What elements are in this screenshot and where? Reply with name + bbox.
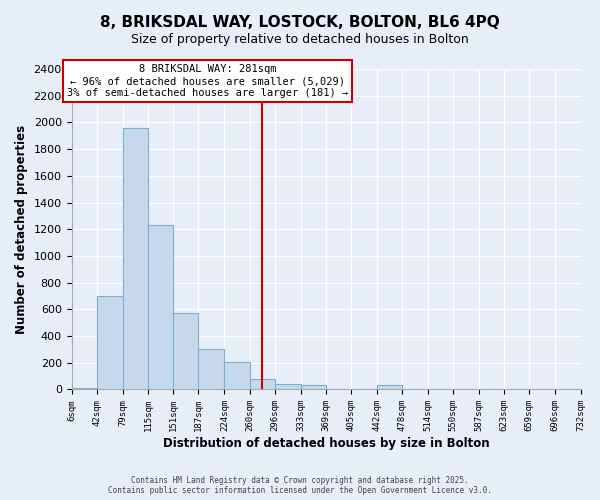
Bar [97, 296, 123, 390]
Bar [453, 389, 479, 390]
Bar [224, 362, 250, 390]
Bar [377, 386, 403, 390]
Bar [148, 224, 173, 390]
Bar [199, 348, 224, 390]
Text: Contains HM Land Registry data © Crown copyright and database right 2025.
Contai: Contains HM Land Registry data © Crown c… [108, 476, 492, 495]
X-axis label: Distribution of detached houses by size in Bolton: Distribution of detached houses by size … [163, 437, 490, 450]
Text: 8, BRIKSDAL WAY, LOSTOCK, BOLTON, BL6 4PQ: 8, BRIKSDAL WAY, LOSTOCK, BOLTON, BL6 4P… [100, 15, 500, 30]
Bar [301, 386, 326, 390]
Bar [403, 389, 428, 390]
Bar [71, 388, 97, 390]
Bar [326, 389, 351, 390]
Bar [275, 384, 301, 390]
Bar [250, 380, 275, 390]
Bar [555, 389, 581, 390]
Text: 8 BRIKSDAL WAY: 281sqm
← 96% of detached houses are smaller (5,029)
3% of semi-d: 8 BRIKSDAL WAY: 281sqm ← 96% of detached… [67, 64, 348, 98]
Bar [123, 128, 148, 390]
Bar [173, 312, 199, 390]
Text: Size of property relative to detached houses in Bolton: Size of property relative to detached ho… [131, 32, 469, 46]
Y-axis label: Number of detached properties: Number of detached properties [15, 124, 28, 334]
